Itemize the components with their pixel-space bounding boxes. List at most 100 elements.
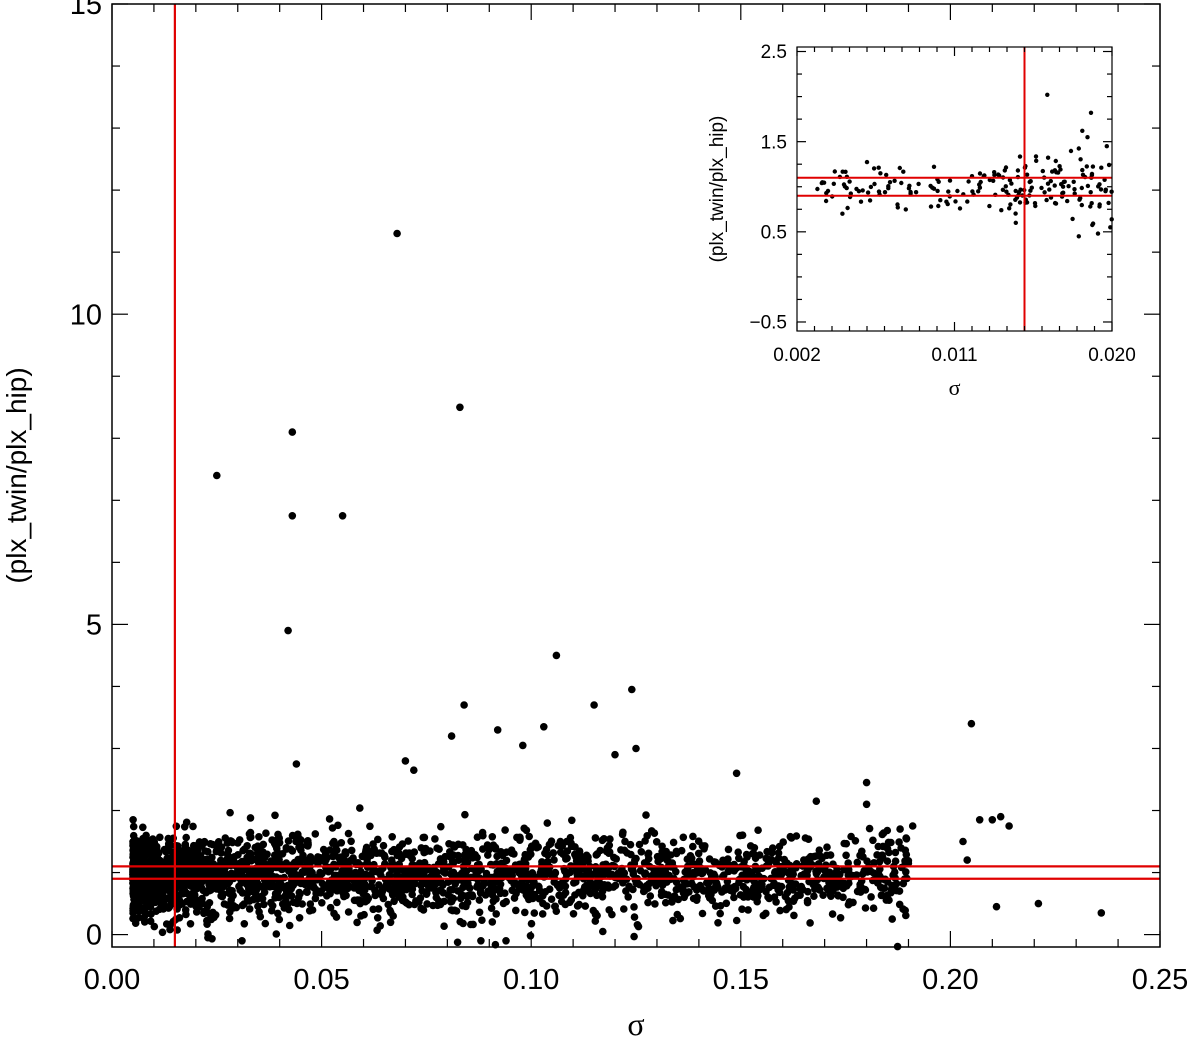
data-point [549,849,558,857]
data-point [547,837,556,845]
data-point [565,898,574,907]
data-point [886,184,891,189]
data-point [272,882,280,891]
data-point [325,882,333,891]
data-point [768,844,777,852]
x-tick-label: 0.20 [922,964,978,996]
data-point [346,856,355,865]
data-point [394,876,403,884]
data-point [825,188,831,194]
data-point [887,885,896,894]
inset-y-axis-label: (plx_twin/plx_hip) [707,116,728,263]
data-point [397,854,406,863]
data-point [175,901,184,909]
data-point [327,876,336,884]
data-point [483,841,492,849]
data-point [287,892,296,900]
data-point [279,883,288,892]
data-point [878,891,886,899]
data-point [326,903,335,912]
data-point [913,190,919,195]
data-point [472,869,480,877]
y-tick-label: −0.5 [749,313,787,334]
data-point [573,873,582,882]
data-point [796,884,804,893]
data-point [245,905,254,913]
data-point [133,838,142,847]
data-point [538,910,547,918]
data-point [257,892,265,901]
data-point [525,832,533,841]
data-point [1061,190,1066,195]
data-point [398,840,407,848]
data-point [689,832,697,841]
data-point [410,766,418,774]
data-point [188,858,196,867]
data-point [347,837,355,846]
data-point [238,889,247,897]
data-point [828,910,837,918]
data-point [581,902,590,910]
data-point [946,189,951,194]
data-point [146,898,155,906]
data-point [459,883,467,892]
data-point [1088,204,1093,209]
data-point [137,882,146,890]
data-point [417,869,426,877]
data-point [439,867,447,876]
data-point [519,741,527,750]
data-point [401,898,410,906]
data-point [150,922,159,931]
data-point [879,829,888,837]
data-point [513,833,521,842]
data-point [803,898,812,907]
data-point [160,873,168,882]
data-point [754,826,762,834]
data-point [891,848,900,857]
data-point [448,857,457,866]
data-point [476,889,485,897]
data-point [610,853,618,862]
data-point [261,881,269,890]
data-point [899,879,908,888]
data-point [463,858,472,867]
data-point [618,830,627,839]
data-point [676,884,684,893]
data-point [473,883,481,891]
data-point [996,812,1005,821]
data-point [1070,216,1075,222]
data-point [331,885,339,894]
data-point [953,199,958,204]
data-point [861,904,870,912]
data-point [936,203,941,209]
data-point [306,882,314,890]
data-point [880,884,889,892]
data-point [1033,203,1038,209]
data-point [714,919,722,927]
data-point [465,883,473,891]
data-point [246,828,255,837]
data-point [875,858,884,866]
data-point [456,403,464,412]
data-point [744,906,752,914]
data-point [887,838,895,847]
data-point [988,816,997,824]
data-point [672,847,681,856]
data-point [531,839,540,848]
data-point [743,853,751,861]
data-point [1106,162,1112,168]
data-point [592,851,601,859]
data-point [584,867,593,875]
data-point [735,854,743,863]
data-point [697,869,706,878]
data-point [679,833,688,842]
data-point [521,908,529,917]
data-point [386,906,394,915]
data-point [585,880,594,889]
data-point [878,171,883,176]
data-point [436,855,445,863]
data-point [1055,170,1061,175]
data-point [229,855,237,864]
data-point [1005,822,1013,830]
data-point [432,893,441,902]
